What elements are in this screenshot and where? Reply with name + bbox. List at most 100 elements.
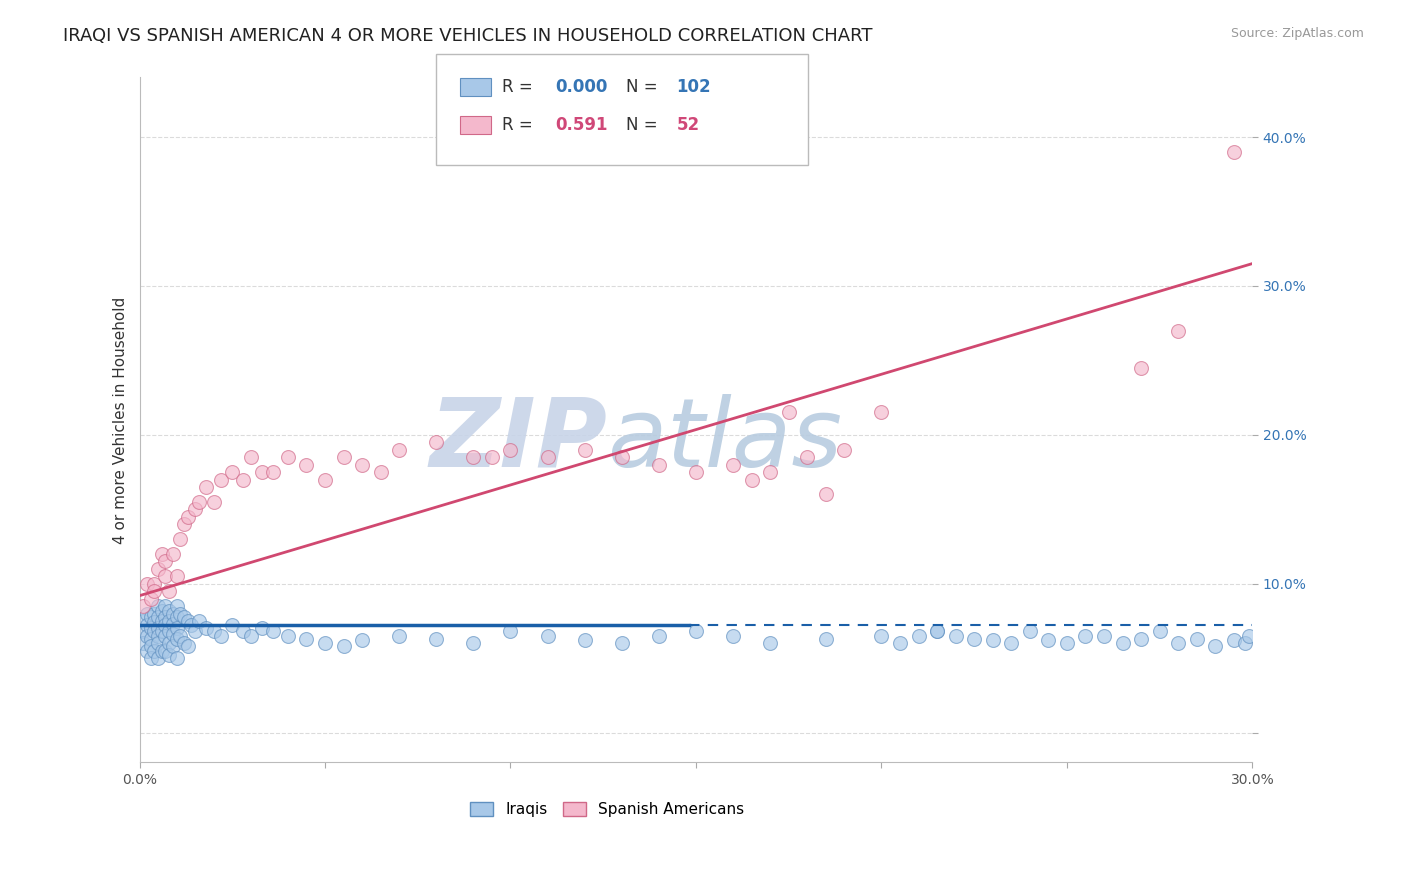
Y-axis label: 4 or more Vehicles in Household: 4 or more Vehicles in Household [114, 296, 128, 543]
Point [173, 609, 195, 624]
Point [155, 609, 177, 624]
Point [143, 615, 166, 630]
Point [1074, 629, 1097, 643]
Point [685, 465, 707, 479]
Point [155, 599, 177, 613]
Point [388, 629, 411, 643]
Point [180, 618, 202, 632]
Point [759, 465, 782, 479]
Point [136, 618, 159, 632]
Point [173, 517, 195, 532]
Point [146, 622, 169, 636]
Point [157, 603, 180, 617]
Point [157, 624, 180, 639]
Point [262, 624, 284, 639]
Point [136, 607, 159, 621]
Point [1167, 324, 1189, 338]
Point [610, 636, 633, 650]
Point [1167, 636, 1189, 650]
Point [1018, 624, 1040, 639]
Point [195, 622, 218, 636]
Point [388, 442, 411, 457]
Point [536, 629, 558, 643]
Point [146, 651, 169, 665]
Point [136, 629, 159, 643]
Point [162, 607, 184, 621]
Point [814, 487, 837, 501]
Point [143, 576, 166, 591]
Point [157, 614, 180, 628]
Point [759, 636, 782, 650]
Point [1185, 632, 1208, 646]
Point [262, 465, 284, 479]
Point [314, 636, 336, 650]
Point [209, 473, 232, 487]
Point [870, 629, 893, 643]
Point [870, 405, 893, 419]
Point [1056, 636, 1078, 650]
Point [574, 442, 596, 457]
Point [778, 405, 800, 419]
Point [1233, 636, 1256, 650]
Point [166, 622, 188, 636]
Text: R =: R = [502, 116, 538, 134]
Point [139, 591, 162, 606]
Point [332, 640, 354, 654]
Point [814, 632, 837, 646]
Point [370, 465, 392, 479]
Point [1223, 633, 1246, 648]
Point [143, 644, 166, 658]
Text: 52: 52 [676, 116, 699, 134]
Text: Source: ZipAtlas.com: Source: ZipAtlas.com [1230, 27, 1364, 40]
Point [425, 632, 447, 646]
Point [155, 554, 177, 568]
Point [139, 609, 162, 624]
Point [155, 644, 177, 658]
Point [1223, 145, 1246, 159]
Point [232, 473, 254, 487]
Point [157, 584, 180, 599]
Point [925, 624, 948, 639]
Text: N =: N = [626, 78, 662, 96]
Point [721, 458, 744, 472]
Point [741, 473, 763, 487]
Point [889, 636, 911, 650]
Point [157, 636, 180, 650]
Point [239, 450, 262, 465]
Point [132, 636, 155, 650]
Point [150, 624, 173, 639]
Text: ZIP: ZIP [429, 394, 607, 487]
Point [146, 636, 169, 650]
Point [981, 633, 1004, 648]
Point [132, 614, 155, 628]
Point [648, 458, 671, 472]
Point [796, 450, 818, 465]
Point [685, 624, 707, 639]
Point [314, 473, 336, 487]
Point [963, 632, 986, 646]
Point [139, 651, 162, 665]
Point [173, 636, 195, 650]
Point [162, 547, 184, 561]
Point [139, 632, 162, 646]
Point [202, 495, 225, 509]
Point [146, 609, 169, 624]
Point [1237, 629, 1260, 643]
Point [139, 640, 162, 654]
Text: N =: N = [626, 116, 662, 134]
Point [139, 622, 162, 636]
Point [169, 607, 191, 621]
Point [1149, 624, 1171, 639]
Point [146, 562, 169, 576]
Point [177, 509, 200, 524]
Point [162, 616, 184, 631]
Point [481, 450, 503, 465]
Point [136, 644, 159, 658]
Text: 0.591: 0.591 [555, 116, 607, 134]
Point [195, 480, 218, 494]
Point [143, 584, 166, 599]
Point [907, 629, 929, 643]
Point [295, 458, 318, 472]
Point [332, 450, 354, 465]
Point [221, 618, 243, 632]
